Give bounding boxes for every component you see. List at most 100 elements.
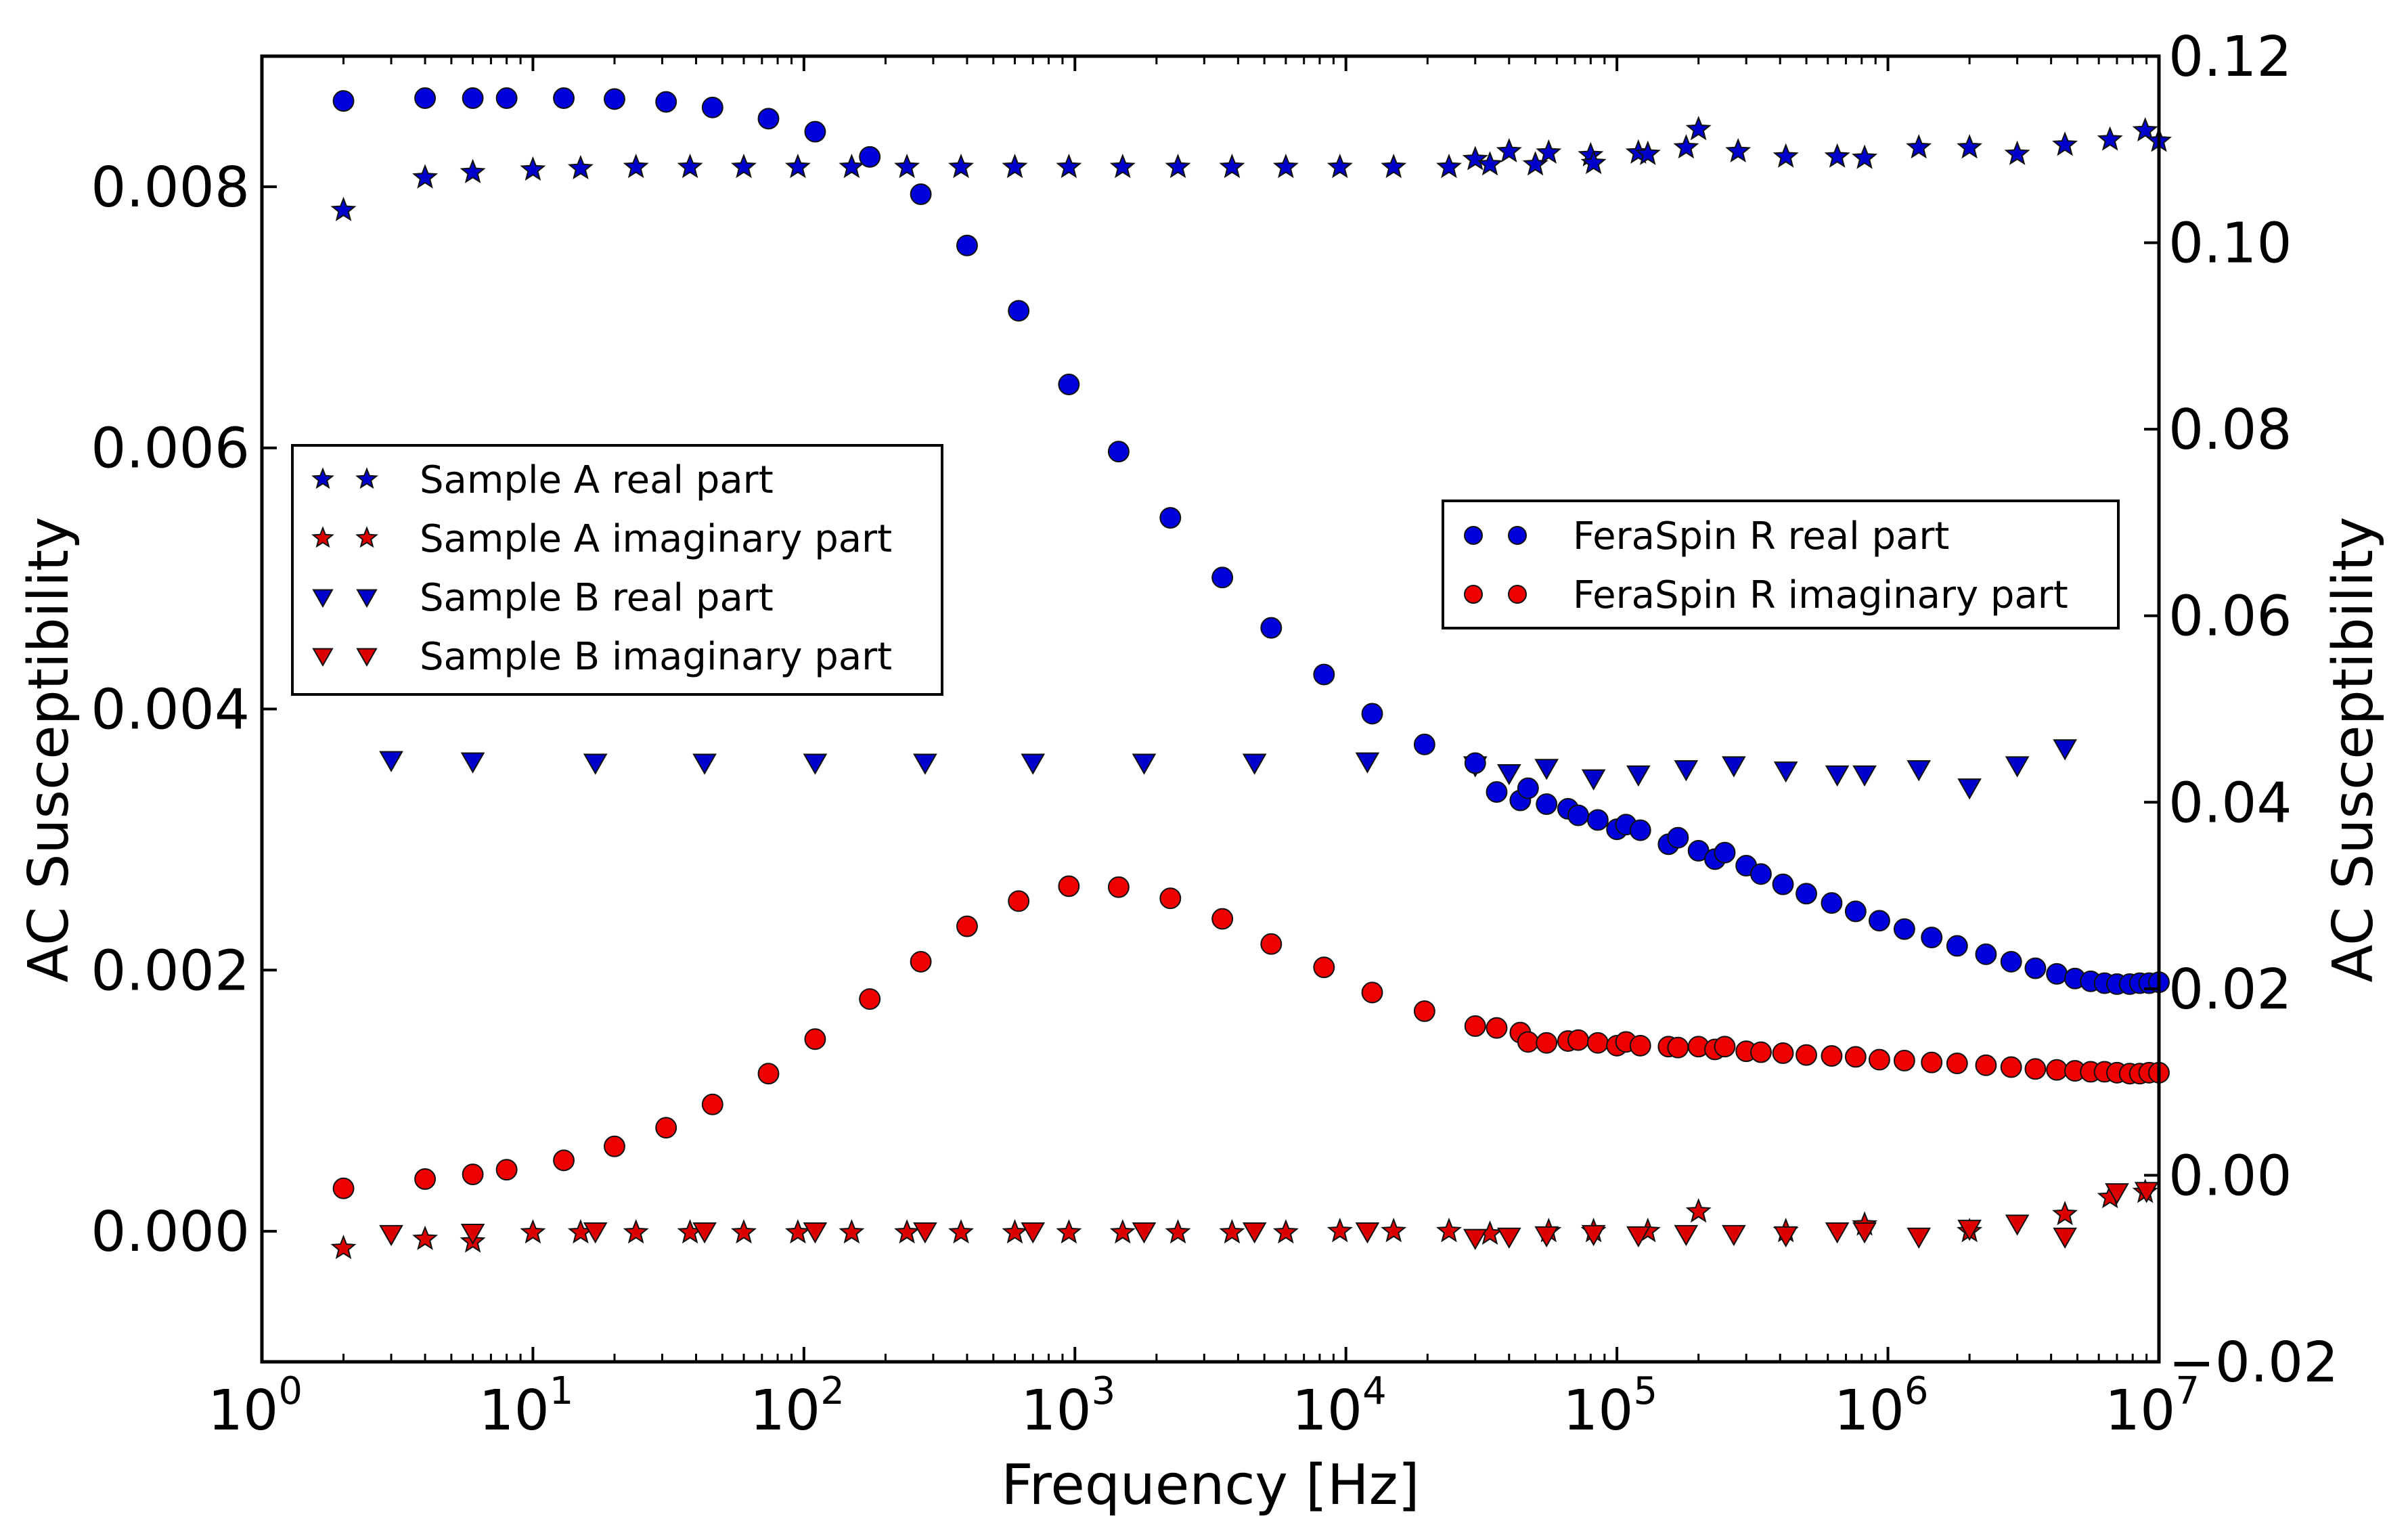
data-point-sampleB_imag [1355, 1222, 1380, 1244]
x-tick-base: 10 [750, 1379, 820, 1443]
data-point-sampleA_real [1165, 153, 1191, 179]
legend-box [291, 444, 943, 696]
legend-right: FeraSpin R real part FeraSpin R imaginary… [1442, 500, 2120, 629]
data-point-sampleB_imag [913, 1222, 937, 1244]
data-point-feraspin_real [1211, 567, 1234, 589]
x-tick-label: 107 [2105, 1369, 2200, 1443]
data-point-sampleB_imag [1722, 1224, 1746, 1247]
data-point-sampleA_real [1436, 153, 1462, 179]
data-point-sampleA_imag [1056, 1219, 1082, 1244]
x-tick-label: 103 [1021, 1369, 1115, 1443]
x-tick-exponent: 1 [550, 1369, 574, 1413]
x-tick-base: 10 [2105, 1379, 2175, 1443]
y-left-tick-label: 0.008 [91, 156, 250, 220]
data-point-sampleA_real [1477, 151, 1503, 176]
data-point-feraspin_imag [1536, 1032, 1558, 1054]
data-point-feraspin_real [2024, 957, 2047, 979]
data-point-sampleB_real [1722, 756, 1746, 778]
data-point-sampleB_imag [460, 1223, 485, 1245]
data-point-feraspin_imag [655, 1117, 677, 1139]
series-sampleB_imag [379, 1182, 2159, 1250]
legend-label: Sample B real part [420, 576, 774, 620]
data-point-feraspin_imag [604, 1135, 625, 1157]
data-point-feraspin_real [859, 146, 881, 168]
data-point-sampleB_imag [1496, 1227, 1521, 1249]
y-right-tick-label: 0.12 [2168, 25, 2292, 89]
data-point-sampleB_real [1626, 765, 1651, 787]
data-point-sampleB_real [913, 753, 937, 775]
x-tick-exponent: 0 [278, 1369, 303, 1413]
data-point-feraspin_imag [1844, 1046, 1867, 1068]
x-tick-label: 102 [750, 1369, 845, 1443]
data-point-sampleA_real [784, 153, 811, 179]
legend-marker [1464, 526, 1483, 545]
x-tick-base: 10 [1292, 1379, 1362, 1443]
x-tick-exponent: 4 [1362, 1369, 1387, 1413]
data-point-sampleB_imag [1534, 1226, 1559, 1248]
data-point-feraspin_imag [495, 1159, 518, 1181]
data-point-sampleA_real [839, 153, 865, 179]
y-axis-label-left: AC Susceptibility [17, 516, 81, 982]
data-point-sampleB_imag [2134, 1182, 2159, 1203]
legend-marker [356, 589, 378, 608]
data-point-sampleA_real [1824, 143, 1850, 168]
series-sampleB_real [379, 739, 2077, 800]
data-point-sampleB_imag [2005, 1214, 2030, 1236]
data-point-sampleA_real [2132, 116, 2158, 142]
data-point-sampleB_real [1534, 759, 1559, 780]
data-point-feraspin_imag [1946, 1052, 1968, 1075]
data-point-sampleA_imag [1002, 1219, 1028, 1244]
x-tick-exponent: 5 [1633, 1369, 1657, 1413]
data-point-sampleA_imag [730, 1219, 757, 1244]
y-right-tick-label: 0.10 [2168, 212, 2292, 276]
data-point-sampleA_real [1496, 137, 1522, 163]
data-point-feraspin_real [1844, 900, 1867, 923]
data-point-feraspin_imag [1821, 1045, 1843, 1067]
data-point-sampleA_real [1326, 153, 1353, 179]
data-point-sampleA_imag [1326, 1218, 1353, 1243]
data-point-feraspin_real [1464, 752, 1486, 774]
data-point-feraspin_imag [1313, 956, 1335, 979]
data-layer [330, 87, 2172, 1260]
data-point-sampleB_imag [1773, 1226, 1798, 1248]
data-point-feraspin_real [701, 96, 723, 118]
x-tick-exponent: 6 [1904, 1369, 1929, 1413]
legend-label: Sample A imaginary part [420, 517, 892, 561]
data-point-sampleB_real [1907, 760, 1932, 782]
data-point-sampleB_real [692, 753, 717, 775]
y-axis-label-right: AC Susceptibility [2321, 516, 2386, 982]
data-point-feraspin_real [1413, 733, 1435, 755]
data-point-feraspin_real [1107, 441, 1130, 463]
y-left-tick-label: 0.006 [91, 417, 250, 481]
data-point-feraspin_imag [1413, 1000, 1435, 1022]
data-point-sampleB_imag [1907, 1227, 1932, 1249]
series-feraspin_imag [332, 875, 2170, 1199]
data-point-feraspin_real [1772, 873, 1794, 895]
data-point-sampleB_real [583, 753, 608, 775]
data-point-feraspin_real [1796, 883, 1817, 905]
data-point-feraspin_real [1586, 809, 1609, 831]
legend-label: Sample B imaginary part [420, 635, 892, 679]
data-point-sampleA_imag [1381, 1218, 1407, 1243]
data-point-sampleB_real [1957, 778, 1982, 800]
data-point-feraspin_imag [757, 1063, 780, 1085]
data-point-sampleA_imag [947, 1219, 975, 1244]
legend-marker [1508, 526, 1527, 545]
data-point-feraspin_imag [1008, 890, 1030, 912]
data-point-feraspin_imag [1750, 1041, 1772, 1063]
data-point-feraspin_real [1750, 863, 1772, 885]
data-point-sampleB_real [803, 753, 828, 775]
data-point-sampleA_real [1852, 144, 1878, 169]
data-point-sampleA_imag [1165, 1219, 1191, 1244]
data-point-sampleB_imag [1852, 1222, 1877, 1244]
data-point-feraspin_real [414, 87, 437, 109]
data-point-feraspin_real [804, 120, 826, 143]
data-point-sampleA_real [623, 153, 649, 179]
data-point-feraspin_real [2000, 950, 2022, 973]
data-point-feraspin_imag [1486, 1017, 1508, 1039]
x-tick-base: 10 [208, 1379, 278, 1443]
x-tick-exponent: 2 [820, 1369, 845, 1413]
data-point-sampleB_imag [1626, 1226, 1651, 1248]
data-point-sampleB_imag [1021, 1222, 1046, 1244]
